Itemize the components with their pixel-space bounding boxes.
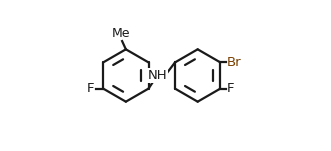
Text: F: F xyxy=(227,82,235,95)
Text: Me: Me xyxy=(112,27,131,40)
Text: F: F xyxy=(87,82,95,95)
Text: Br: Br xyxy=(227,56,242,69)
Text: NH: NH xyxy=(147,69,167,82)
